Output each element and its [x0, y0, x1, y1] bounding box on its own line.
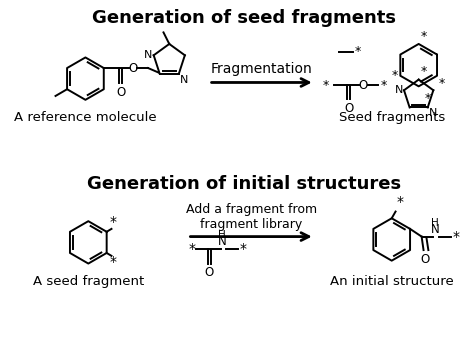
- Text: O: O: [421, 253, 430, 266]
- Text: N: N: [180, 75, 188, 85]
- Text: *: *: [109, 215, 117, 229]
- Text: *: *: [355, 45, 361, 58]
- Text: *: *: [323, 79, 329, 92]
- Text: O: O: [358, 79, 367, 92]
- Text: N: N: [218, 235, 227, 248]
- Text: *: *: [453, 230, 459, 244]
- Text: *: *: [381, 79, 387, 92]
- Text: A reference molecule: A reference molecule: [14, 111, 157, 124]
- Text: H: H: [219, 230, 226, 240]
- Text: *: *: [391, 69, 397, 82]
- Text: *: *: [239, 242, 246, 256]
- Text: Fragmentation: Fragmentation: [211, 62, 312, 76]
- Text: O: O: [205, 266, 214, 279]
- Text: Generation of initial structures: Generation of initial structures: [87, 175, 401, 193]
- Text: Add a fragment from
fragment library: Add a fragment from fragment library: [185, 203, 317, 231]
- Text: N: N: [431, 223, 439, 236]
- Text: N: N: [428, 108, 437, 118]
- Text: O: O: [344, 102, 354, 115]
- Text: Seed fragments: Seed fragments: [338, 111, 445, 124]
- Text: H: H: [431, 218, 439, 228]
- Text: *: *: [397, 195, 403, 209]
- Text: N: N: [145, 50, 153, 60]
- Text: An initial structure: An initial structure: [330, 275, 454, 288]
- Text: *: *: [189, 242, 196, 256]
- Text: *: *: [420, 30, 427, 43]
- Text: Generation of seed fragments: Generation of seed fragments: [92, 9, 396, 27]
- Text: N: N: [395, 85, 403, 95]
- Text: O: O: [116, 86, 125, 99]
- Text: *: *: [109, 255, 117, 269]
- Text: *: *: [420, 65, 427, 78]
- Text: *: *: [424, 92, 430, 105]
- Text: A seed fragment: A seed fragment: [33, 275, 144, 288]
- Text: O: O: [128, 61, 137, 75]
- Text: *: *: [439, 77, 445, 90]
